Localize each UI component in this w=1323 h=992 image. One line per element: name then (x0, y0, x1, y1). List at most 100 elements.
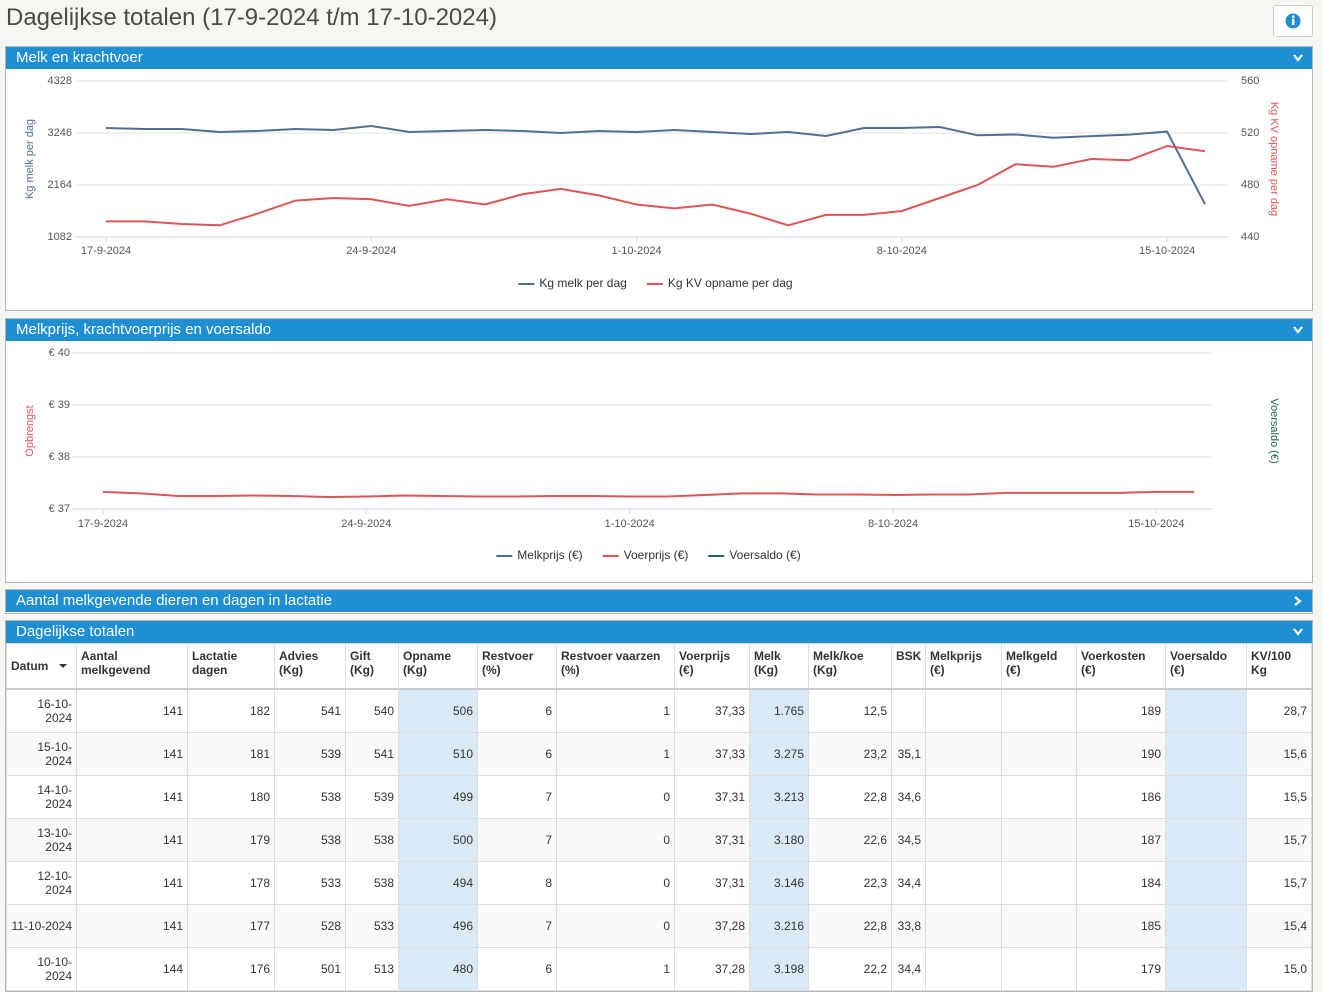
table-cell: 541 (345, 732, 399, 776)
x-tick-label: 24-9-2024 (346, 245, 396, 257)
column-header[interactable]: Voerprijs (€) (674, 643, 750, 690)
table-cell: 12,5 (808, 688, 892, 733)
chart: € 37 € 38 € 39 € 40 17-9-2024 24-9-2024 1-10-2… (24, 347, 1280, 562)
panel: Melkprijs, krachtvoerprijs en voersaldo … (5, 318, 1313, 583)
column-header-label: Restvoer vaarzen (%) (561, 649, 661, 677)
table-cell (1001, 732, 1077, 776)
table-cell: 34,4 (891, 861, 926, 905)
y-tick-label: 3246 (48, 127, 72, 139)
y2-tick-label: 480 (1241, 179, 1259, 191)
table-cell (1001, 861, 1077, 905)
column-header-label: Voersaldo (€) (1170, 649, 1228, 677)
column-header[interactable]: Gift (Kg) (345, 643, 399, 690)
table-cell: 15,5 (1246, 775, 1312, 819)
table-cell (925, 861, 1002, 905)
table-cell: 141 (76, 775, 188, 819)
table-cell: 6 (477, 732, 557, 776)
legend-label: Kg KV opname per dag (668, 276, 793, 290)
table-cell: 538 (274, 818, 346, 862)
table-cell: 538 (345, 861, 399, 905)
column-header[interactable]: Lactatie dagen (187, 643, 275, 690)
table-cell: 23,2 (808, 732, 892, 776)
table-cell: 10-10-2024 (6, 947, 77, 991)
column-header-label: Voerprijs (€) (679, 649, 731, 677)
column-header[interactable]: KV/100 Kg (1246, 643, 1312, 690)
panel-header[interactable]: Dagelijkse totalen (6, 621, 1312, 643)
column-header-label: KV/100 Kg (1251, 649, 1292, 677)
column-header[interactable]: Melkprijs (€) (925, 643, 1002, 690)
table-cell (925, 904, 1002, 948)
column-header[interactable]: Restvoer vaarzen (%) (556, 643, 675, 690)
table-cell: 496 (398, 904, 478, 948)
panel: Dagelijkse totalen Datum Aantal melkgeven… (5, 620, 1313, 992)
table-cell: 16-10-2024 (6, 688, 77, 733)
y-tick-label: 4328 (48, 75, 72, 87)
column-header[interactable]: Datum (6, 643, 77, 690)
table-cell: 22,8 (808, 904, 892, 948)
column-header-label: Lactatie dagen (192, 649, 238, 677)
table-cell: 506 (398, 688, 478, 733)
table-cell: 533 (345, 904, 399, 948)
table-cell (1001, 775, 1077, 819)
panel-title: Melk en krachtvoer (16, 49, 143, 66)
table-cell: 176 (187, 947, 275, 991)
table-cell: 3.216 (749, 904, 809, 948)
column-header-label: Melk/koe (Kg) (813, 649, 864, 677)
column-header[interactable]: Voerkosten (€) (1076, 643, 1166, 690)
table-cell: 7 (477, 818, 557, 862)
series-line (102, 490, 1194, 499)
table-cell: 15,4 (1246, 904, 1312, 948)
column-header[interactable]: Melkgeld (€) (1001, 643, 1077, 690)
table-cell (1001, 688, 1077, 733)
column-header[interactable]: Melk (Kg) (749, 643, 809, 690)
table-cell: 34,6 (891, 775, 926, 819)
table-cell: 34,5 (891, 818, 926, 862)
table-cell: 7 (477, 775, 557, 819)
x-tick-label: 15-10-2024 (1128, 518, 1184, 530)
table-cell: 513 (345, 947, 399, 991)
column-header-label: Advies (Kg) (279, 649, 319, 677)
table-cell: 37,31 (674, 818, 750, 862)
x-tick-label: 15-10-2024 (1139, 245, 1195, 257)
y-tick-label: € 39 (49, 399, 70, 411)
table-cell: 7 (477, 904, 557, 948)
table-cell: 3.275 (749, 732, 809, 776)
x-tick-label: 17-9-2024 (81, 245, 131, 257)
y-tick-label: € 40 (49, 347, 70, 359)
table-cell (1165, 818, 1247, 862)
panel-header[interactable]: Melk en krachtvoer (6, 47, 1312, 69)
table-cell: 22,3 (808, 861, 892, 905)
panel-header[interactable]: Aantal melkgevende dieren en dagen in la… (6, 590, 1312, 612)
table-cell: 141 (76, 818, 188, 862)
table-cell: 480 (398, 947, 478, 991)
table-cell: 1.765 (749, 688, 809, 733)
y-tick-label: € 38 (49, 451, 70, 463)
table-cell: 22,2 (808, 947, 892, 991)
table-cell: 6 (477, 688, 557, 733)
y-tick-label: € 37 (49, 503, 70, 515)
series-line (105, 124, 1206, 205)
table-cell: 15,6 (1246, 732, 1312, 776)
column-header[interactable]: Voersaldo (€) (1165, 643, 1247, 690)
column-header[interactable]: Opname (Kg) (398, 643, 478, 690)
y2-tick-label: 520 (1241, 127, 1259, 139)
info-button[interactable] (1273, 5, 1313, 37)
column-header[interactable]: Melk/koe (Kg) (808, 643, 892, 690)
column-header[interactable]: BSK (891, 643, 926, 690)
column-header[interactable]: Aantal melkgevend (76, 643, 188, 690)
table-cell (1165, 904, 1247, 948)
table-cell: 15,7 (1246, 818, 1312, 862)
table-cell: 538 (274, 775, 346, 819)
column-header[interactable]: Advies (Kg) (274, 643, 346, 690)
column-header-label: Gift (Kg) (350, 649, 374, 677)
data-table: Datum Aantal melkgevend Lactatie dagen Advi… (6, 643, 1312, 991)
table-cell (925, 732, 1002, 776)
column-header[interactable]: Restvoer (%) (477, 643, 557, 690)
panel-title: Aantal melkgevende dieren en dagen in la… (16, 592, 333, 609)
column-header-label: Melkprijs (€) (930, 649, 983, 677)
table-cell (1165, 947, 1247, 991)
table-cell: 3.180 (749, 818, 809, 862)
table-cell (891, 688, 926, 733)
panel-header[interactable]: Melkprijs, krachtvoerprijs en voersaldo (6, 319, 1312, 341)
